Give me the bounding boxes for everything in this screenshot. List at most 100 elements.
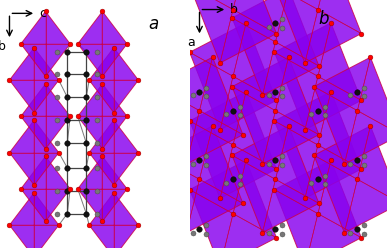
Point	[83, 212, 89, 216]
Point	[54, 166, 60, 170]
Point	[322, 113, 328, 117]
Point	[316, 201, 322, 205]
Point	[197, 109, 203, 113]
Point	[358, 236, 365, 240]
Point	[6, 151, 12, 155]
Point	[56, 223, 62, 227]
Text: a: a	[148, 15, 158, 33]
Point	[272, 90, 279, 93]
Point	[56, 78, 62, 82]
Point	[64, 95, 70, 99]
Polygon shape	[21, 11, 70, 76]
Point	[328, 158, 334, 162]
Point	[243, 90, 249, 93]
Point	[311, 85, 317, 89]
Point	[6, 223, 12, 227]
Point	[54, 118, 60, 122]
Point	[271, 50, 277, 54]
Point	[315, 74, 321, 78]
Point	[322, 174, 328, 178]
Point	[315, 212, 321, 216]
Polygon shape	[190, 160, 276, 248]
Polygon shape	[21, 84, 70, 149]
Point	[197, 90, 203, 93]
Point	[83, 95, 89, 99]
Point	[240, 201, 246, 205]
Point	[308, 181, 314, 185]
Point	[99, 147, 106, 151]
Point	[348, 162, 354, 166]
Text: a: a	[188, 36, 195, 49]
Polygon shape	[9, 120, 59, 185]
Point	[311, 153, 317, 157]
Point	[217, 196, 223, 200]
Point	[94, 189, 100, 193]
Point	[190, 162, 196, 166]
Point	[83, 72, 89, 76]
Point	[124, 42, 130, 46]
Point	[217, 128, 223, 132]
Point	[367, 55, 373, 59]
Point	[94, 95, 100, 99]
Point	[272, 21, 279, 25]
Point	[64, 50, 70, 54]
Point	[43, 82, 49, 86]
Point	[286, 55, 292, 59]
Point	[315, 177, 321, 181]
Point	[190, 93, 196, 97]
Point	[83, 166, 89, 170]
Polygon shape	[89, 193, 139, 248]
Point	[322, 182, 328, 186]
Point	[75, 114, 81, 118]
Polygon shape	[190, 23, 276, 130]
Point	[237, 113, 243, 117]
Polygon shape	[314, 57, 387, 164]
Point	[99, 74, 106, 78]
Point	[18, 42, 24, 46]
Point	[279, 223, 286, 227]
Point	[31, 191, 37, 195]
Point	[190, 231, 196, 235]
Polygon shape	[78, 84, 127, 149]
Point	[302, 61, 308, 65]
Point	[187, 119, 193, 123]
Point	[67, 42, 73, 46]
Point	[197, 158, 203, 162]
Point	[187, 188, 193, 192]
Text: b: b	[318, 9, 329, 28]
Point	[197, 177, 203, 181]
Point	[354, 177, 361, 181]
Polygon shape	[232, 126, 319, 233]
Point	[111, 191, 117, 195]
Point	[94, 50, 100, 54]
Point	[54, 95, 60, 99]
Point	[279, 155, 286, 158]
Point	[265, 162, 272, 166]
Point	[86, 151, 92, 155]
Point	[86, 223, 92, 227]
Point	[209, 55, 216, 59]
Point	[135, 151, 142, 155]
Point	[237, 174, 243, 178]
Point	[99, 82, 106, 86]
Point	[243, 158, 249, 162]
Point	[322, 105, 328, 109]
Point	[273, 236, 279, 240]
Point	[31, 118, 37, 122]
Polygon shape	[274, 23, 361, 130]
Point	[240, 133, 246, 137]
Point	[230, 7, 236, 11]
Point	[229, 85, 235, 89]
Point	[279, 232, 286, 236]
Polygon shape	[274, 92, 361, 198]
Point	[361, 155, 367, 158]
Point	[271, 188, 277, 192]
Point	[187, 50, 193, 54]
Point	[316, 133, 322, 137]
Point	[230, 74, 236, 78]
Polygon shape	[156, 126, 243, 233]
Point	[94, 118, 100, 122]
Point	[31, 183, 37, 187]
Point	[99, 9, 106, 13]
Point	[124, 187, 130, 191]
